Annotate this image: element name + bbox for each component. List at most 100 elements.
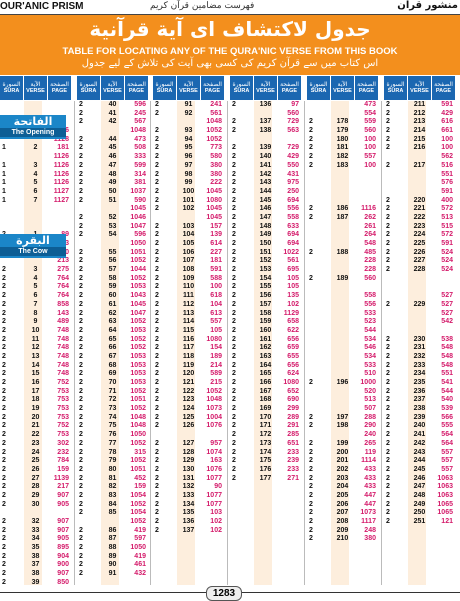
sura-cell: 2 — [2, 379, 6, 386]
table-row: 2 197 288 — [307, 414, 379, 423]
page-cell: 1050 — [130, 240, 146, 247]
verse-cell: 183 — [336, 161, 349, 169]
table-row: 1 6 1127 — [0, 188, 72, 197]
table-row: 2 198 290 — [307, 422, 379, 431]
table-row: 2 74 1048 — [77, 414, 149, 423]
page-cell: 729 — [287, 144, 299, 152]
page-cell: 1073 — [360, 509, 376, 517]
page-cell: 1076 — [206, 422, 222, 430]
page-cell: 275 — [57, 266, 69, 274]
table-row: 507 — [307, 405, 379, 414]
verse-cell — [331, 231, 353, 240]
sura-cell: 2 — [79, 413, 83, 421]
page-cell: 558 — [287, 213, 299, 221]
verse-cell — [331, 101, 353, 110]
verse-cell: 19 — [31, 405, 40, 413]
table-row: 554 — [307, 110, 379, 119]
verse-cell — [331, 336, 353, 345]
table-row: 2 234 551 — [384, 370, 456, 379]
sura-cell: 2 — [155, 474, 159, 482]
verse-cell: 172 — [259, 431, 272, 439]
table-row: 2 73 1052 — [77, 405, 149, 414]
sura-cell: 2 — [232, 213, 236, 221]
table-row: 2 135 103 — [153, 509, 225, 518]
page-cell: 119 — [364, 448, 376, 456]
page-cell: 850 — [57, 578, 69, 586]
sura-cell — [307, 257, 331, 266]
sura-cell: 1 — [2, 144, 6, 152]
table-row: 2 18 753 — [0, 396, 72, 405]
index-column: 2 91 241 2 92 561 1048 2 93 1052 2 94 1052 2 95 773 2 96 5… — [153, 101, 225, 535]
page-cell: 655 — [287, 352, 299, 360]
table-row: 2 85 1054 — [77, 509, 149, 518]
table-row: 2 248 1063 — [384, 492, 456, 501]
sura-cell: 2 — [232, 335, 236, 343]
verse-cell: 81 — [108, 474, 117, 482]
sura-cell: 2 — [79, 474, 83, 482]
table-row: 2 174 233 — [230, 449, 302, 458]
table-row: 2 142 431 — [230, 171, 302, 180]
page-cell: 1063 — [437, 483, 453, 491]
verse-cell: 157 — [259, 300, 272, 308]
verse-cell: 125 — [182, 413, 195, 421]
sura-cell — [77, 205, 101, 214]
sura-cell: 2 — [2, 405, 6, 413]
verse-cell: 119 — [182, 361, 195, 369]
verse-cell: 148 — [259, 222, 272, 230]
sura-cell: 2 — [309, 422, 313, 430]
verse-cell: 235 — [413, 379, 426, 386]
sura-cell: 2 — [155, 161, 159, 169]
table-row: 2 141 550 — [230, 162, 302, 171]
page-cell: 557 — [441, 465, 453, 473]
verse-cell: 229 — [413, 300, 426, 308]
table-row: 556 — [307, 301, 379, 310]
header-sura: السورة SURA — [153, 76, 177, 100]
table-row: 213 — [0, 257, 72, 266]
table-row: 2 107 181 — [153, 257, 225, 266]
verse-cell: 49 — [108, 179, 117, 187]
sura-cell: 2 — [79, 552, 83, 560]
page-cell: 527 — [441, 300, 453, 308]
sura-cell: 2 — [232, 187, 236, 195]
page-cell: 694 — [287, 231, 299, 239]
verse-cell: 28 — [31, 483, 40, 491]
header-verse-urdu: الآية — [107, 81, 118, 88]
page-cell: 97 — [291, 101, 299, 108]
table-row: 2 53 1047 — [77, 223, 149, 232]
page-cell: 555 — [441, 422, 453, 430]
page-cell: 100 — [441, 135, 453, 143]
verse-cell: 127 — [182, 439, 195, 447]
table-row: 228 — [307, 257, 379, 266]
sura-cell: 2 — [79, 318, 83, 326]
verse-cell: 146 — [259, 205, 272, 213]
sura-cell: 2 — [386, 300, 390, 308]
table-row: 2 224 572 — [384, 231, 456, 240]
table-row: 2 208 1117 — [307, 518, 379, 527]
verse-cell: 57 — [108, 266, 117, 274]
page-cell: 419 — [134, 526, 146, 534]
verse-cell: 147 — [259, 213, 272, 221]
verse-cell: 73 — [108, 405, 117, 413]
table-row: 2 41 245 — [77, 110, 149, 119]
table-row: 2 13 748 — [0, 353, 72, 362]
sura-cell: 2 — [155, 491, 159, 499]
table-row: 2 163 655 — [230, 353, 302, 362]
table-row: 2 138 563 — [230, 127, 302, 136]
page-cell: 590 — [134, 196, 146, 204]
sura-cell: 2 — [309, 213, 313, 221]
verse-cell: 32 — [31, 518, 40, 525]
verse-cell — [331, 179, 353, 188]
page-cell: 1050 — [130, 544, 146, 552]
sura-cell — [307, 318, 331, 327]
verse-cell: 132 — [182, 483, 195, 491]
sura-cell: 2 — [79, 109, 83, 117]
verse-cell: 134 — [182, 500, 195, 508]
index-column: 2 40 596 2 41 245 2 42 567 1048 2 44 473 2 45 508 2 46 333… — [77, 101, 149, 579]
header-page-urdu: الصفحة — [434, 81, 453, 88]
page-cell: 288 — [364, 413, 376, 421]
page-cell: 1073 — [206, 405, 222, 413]
sura-cell: 2 — [155, 231, 159, 239]
table-row: 2 232 548 — [384, 353, 456, 362]
table-row — [0, 509, 72, 518]
sura-cell — [384, 310, 408, 319]
